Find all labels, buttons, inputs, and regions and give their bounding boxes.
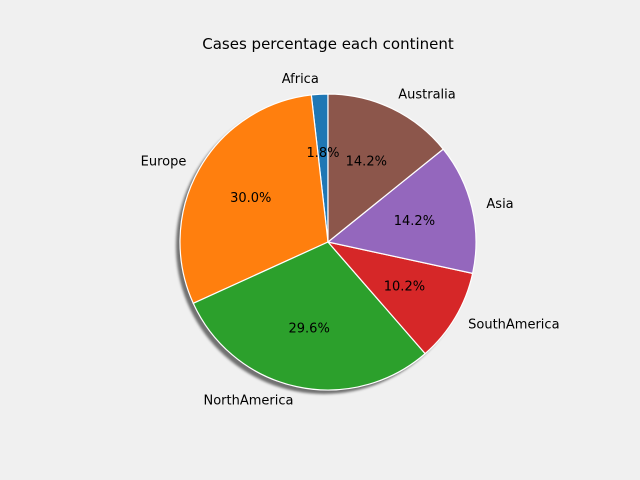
pie-label-australia: Australia [398, 88, 456, 103]
pie-category-labels: Africa Europe NorthAmerica SouthAmerica Asia… [141, 72, 560, 409]
pie-label-asia: Asia [486, 197, 513, 212]
pie-slice-europe [179, 94, 329, 304]
pie-pct-northamerica: 29.6% [289, 321, 330, 336]
pie-pct-southamerica: 10.2% [384, 280, 425, 295]
pie-pct-africa: 1.8% [306, 146, 339, 161]
pie-label-southamerica: SouthAmerica [468, 317, 559, 332]
pie-label-europe: Europe [141, 154, 187, 169]
pie-slice-asia [327, 148, 477, 274]
pie-percentage-labels: 1.8% 30.0% 29.6% 10.2% 14.2% 14.2% [230, 146, 435, 336]
pie-slice-australia [327, 93, 444, 243]
pie-slices [179, 93, 477, 391]
pie-label-africa: Africa [282, 72, 319, 87]
pie-slice-northamerica [192, 241, 426, 391]
chart-title: Cases percentage each continent [202, 35, 454, 53]
pie-pct-europe: 30.0% [230, 191, 271, 206]
pie-pct-australia: 14.2% [346, 154, 387, 169]
pie-slice-southamerica [327, 241, 474, 355]
pie-pct-asia: 14.2% [394, 214, 435, 229]
pie-label-northamerica: NorthAmerica [204, 394, 294, 409]
